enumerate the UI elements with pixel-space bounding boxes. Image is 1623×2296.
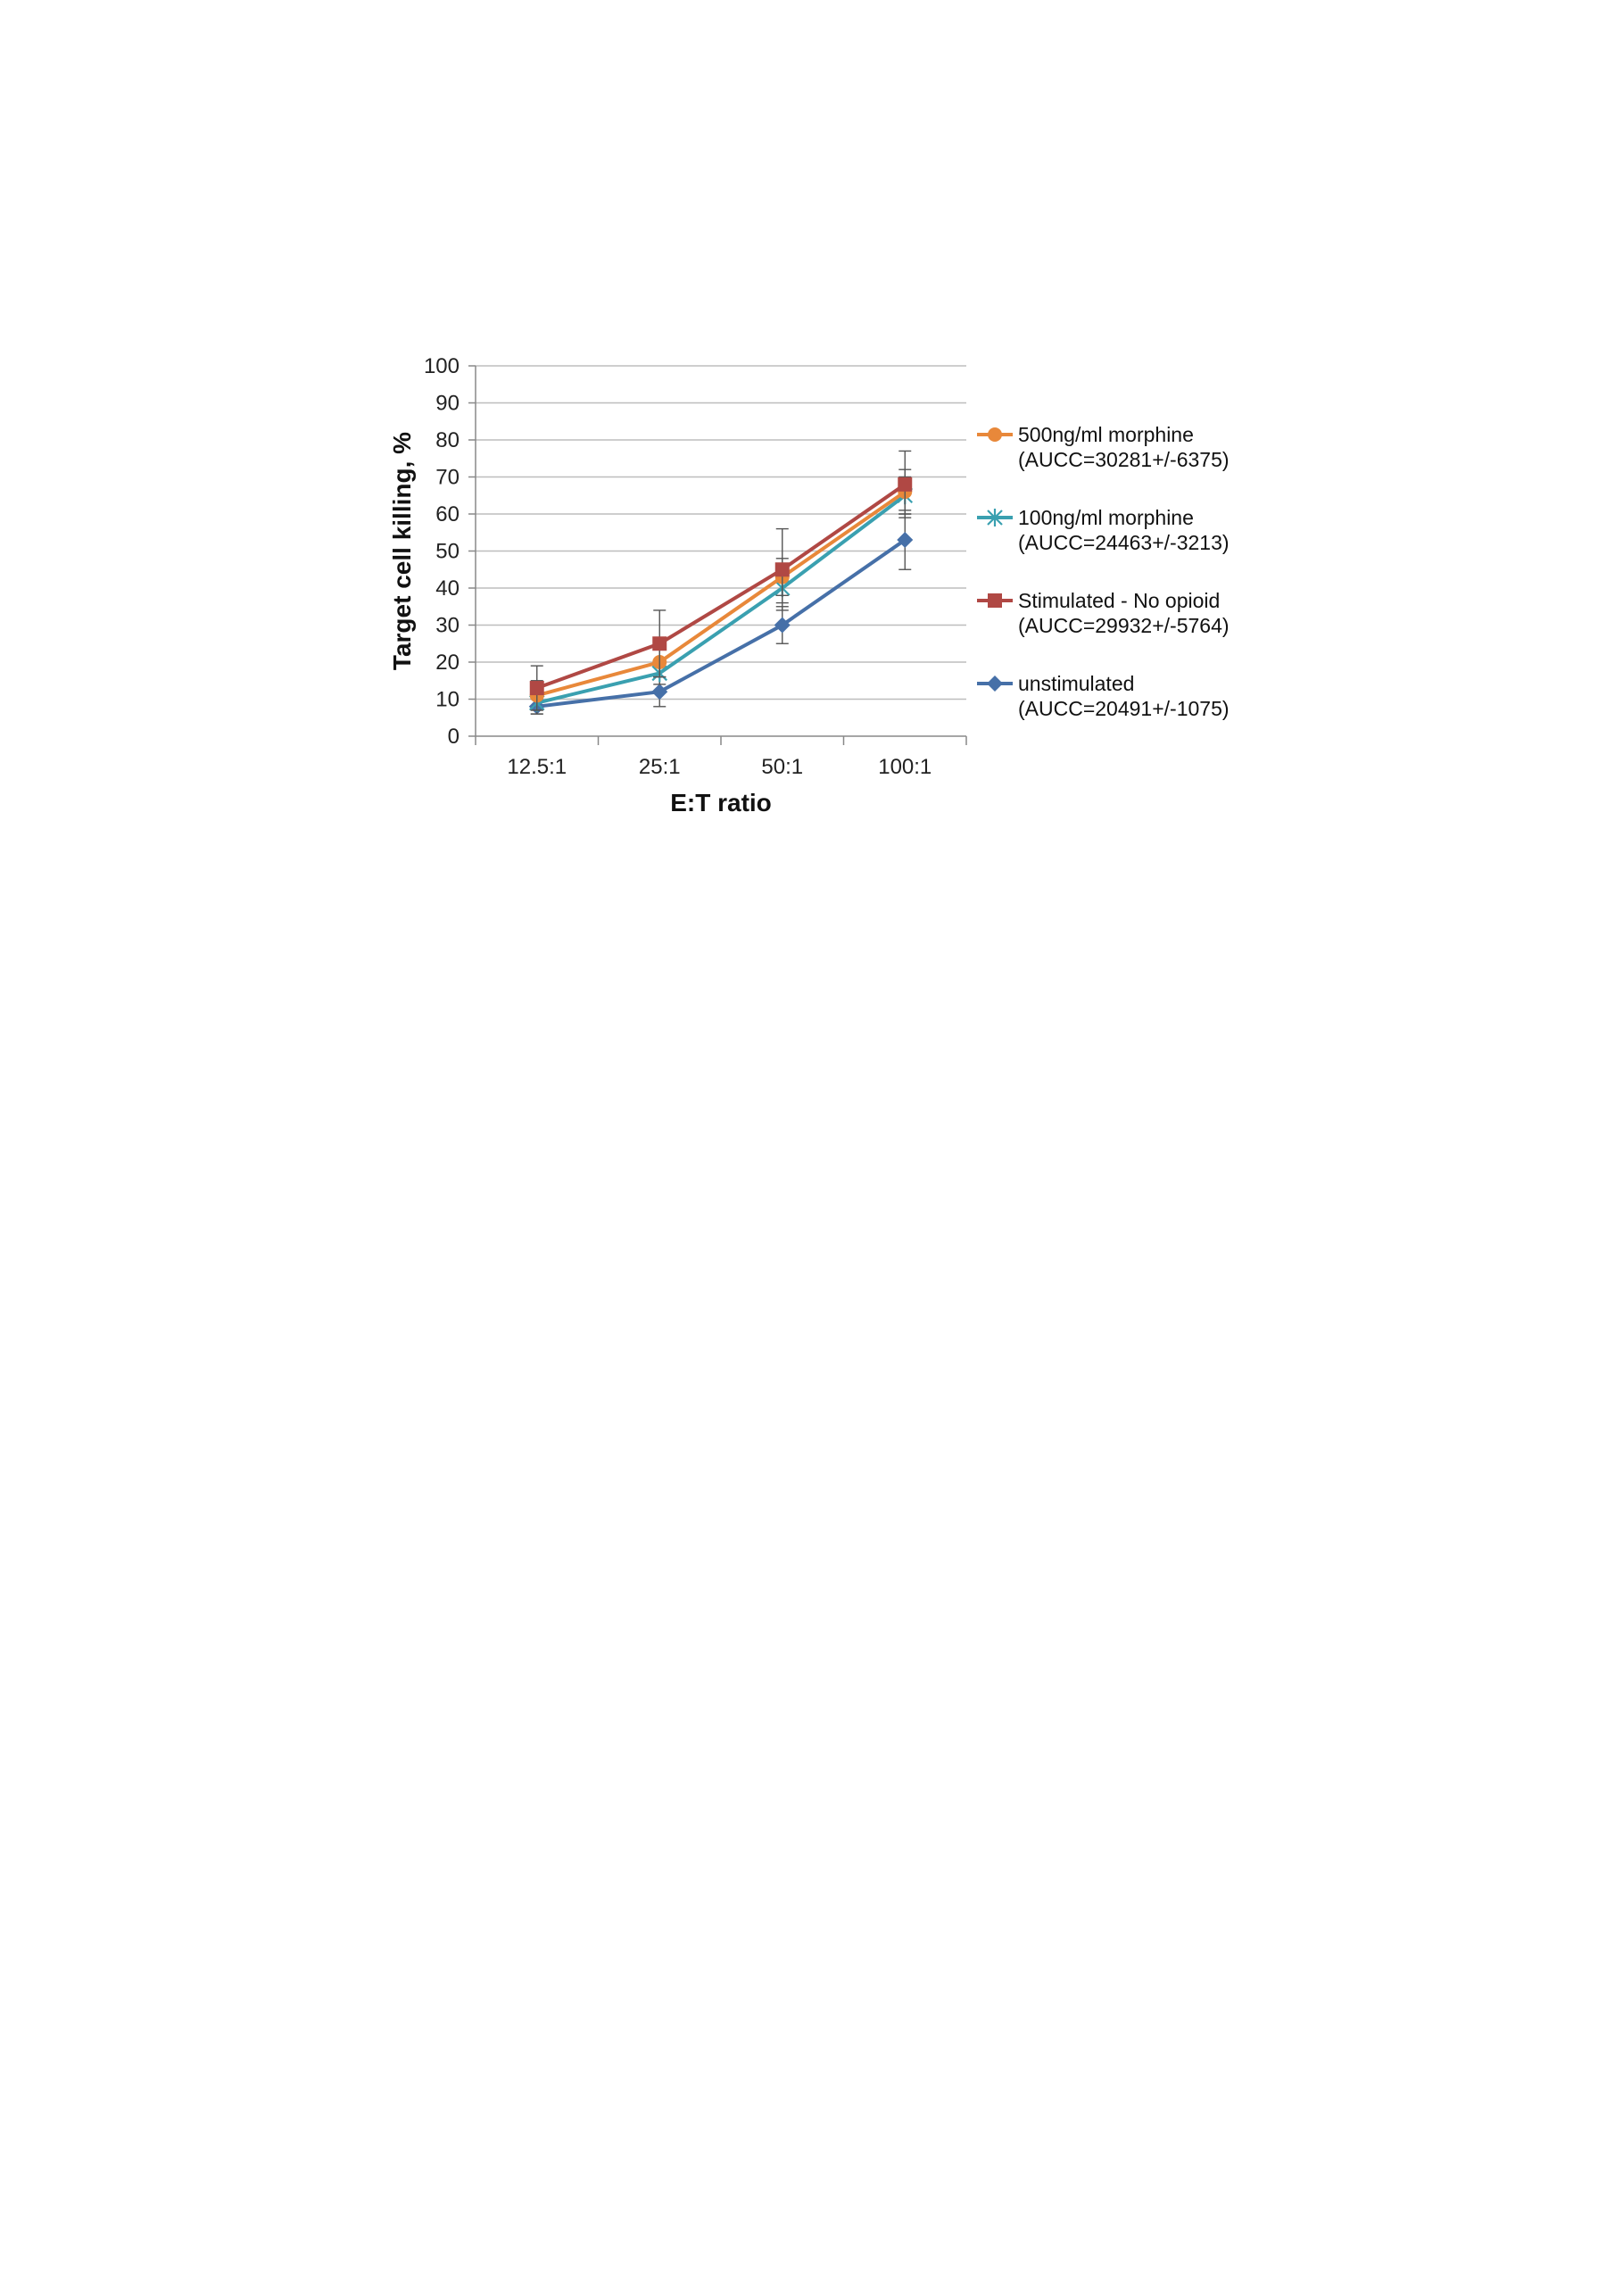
legend: 500ng/ml morphine(AUCC=30281+/-6375) 100n…: [977, 423, 1230, 720]
series-line: [536, 493, 907, 705]
x-tick-label: 50:1: [761, 755, 803, 779]
legend-label: unstimulated: [1018, 672, 1134, 695]
y-tick-label: 20: [435, 651, 460, 675]
series-diamond: [528, 510, 914, 715]
x-tick-label: 25:1: [639, 755, 681, 779]
legend-item: 500ng/ml morphine(AUCC=30281+/-6375): [977, 423, 1230, 471]
series-line: [536, 490, 907, 698]
x-tick-label: 100:1: [878, 755, 932, 779]
legend-item: unstimulated(AUCC=20491+/-1075): [977, 672, 1230, 720]
data-point: [529, 681, 544, 696]
series-square: [529, 450, 913, 711]
data-point: [651, 684, 668, 700]
legend-sublabel: (AUCC=29932+/-5764): [1018, 614, 1230, 637]
legend-sublabel: (AUCC=30281+/-6375): [1018, 448, 1230, 471]
y-axis-title: Target cell killing, %: [388, 432, 416, 670]
y-tick-label: 100: [424, 354, 460, 378]
series-line: [536, 483, 907, 690]
data-point: [774, 617, 791, 634]
data-point: [897, 532, 914, 549]
x-axis-title: E:T ratio: [670, 789, 772, 816]
data-point: [774, 562, 790, 577]
legend-label: 500ng/ml morphine: [1018, 423, 1194, 446]
legend-marker: [987, 509, 1003, 526]
y-tick-label: 10: [435, 688, 460, 712]
legend-marker: [988, 427, 1002, 442]
legend-marker: [987, 676, 1003, 692]
x-tick-label: 12.5:1: [507, 755, 567, 779]
y-tick-labels: 0 10 20 30 40 50 60 70 80 90 100: [424, 354, 460, 749]
legend-item: Stimulated - No opioid(AUCC=29932+/-5764…: [977, 589, 1230, 637]
series-star: [528, 476, 914, 715]
y-tick-label: 60: [435, 502, 460, 526]
data-point: [898, 477, 913, 492]
legend-label: Stimulated - No opioid: [1018, 589, 1220, 612]
legend-label: 100ng/ml morphine: [1018, 506, 1194, 529]
y-tick-label: 50: [435, 540, 460, 564]
y-tick-label: 30: [435, 614, 460, 638]
series-circle: [529, 468, 913, 711]
axes: [468, 365, 967, 745]
gridlines: [476, 365, 966, 700]
y-tick-label: 90: [435, 392, 460, 416]
y-tick-label: 70: [435, 466, 460, 490]
legend-item: 100ng/ml morphine(AUCC=24463+/-3213): [977, 506, 1230, 554]
y-tick-label: 0: [448, 725, 460, 749]
data-point: [652, 636, 667, 651]
y-tick-label: 80: [435, 428, 460, 452]
series-line: [536, 538, 907, 709]
legend-sublabel: (AUCC=20491+/-1075): [1018, 697, 1230, 720]
legend-marker: [988, 593, 1002, 608]
x-tick-labels: 12.5:1 25:1 50:1 100:1: [507, 755, 932, 779]
y-tick-label: 40: [435, 576, 460, 601]
legend-sublabel: (AUCC=24463+/-3213): [1018, 531, 1230, 554]
series-group: [528, 450, 914, 715]
